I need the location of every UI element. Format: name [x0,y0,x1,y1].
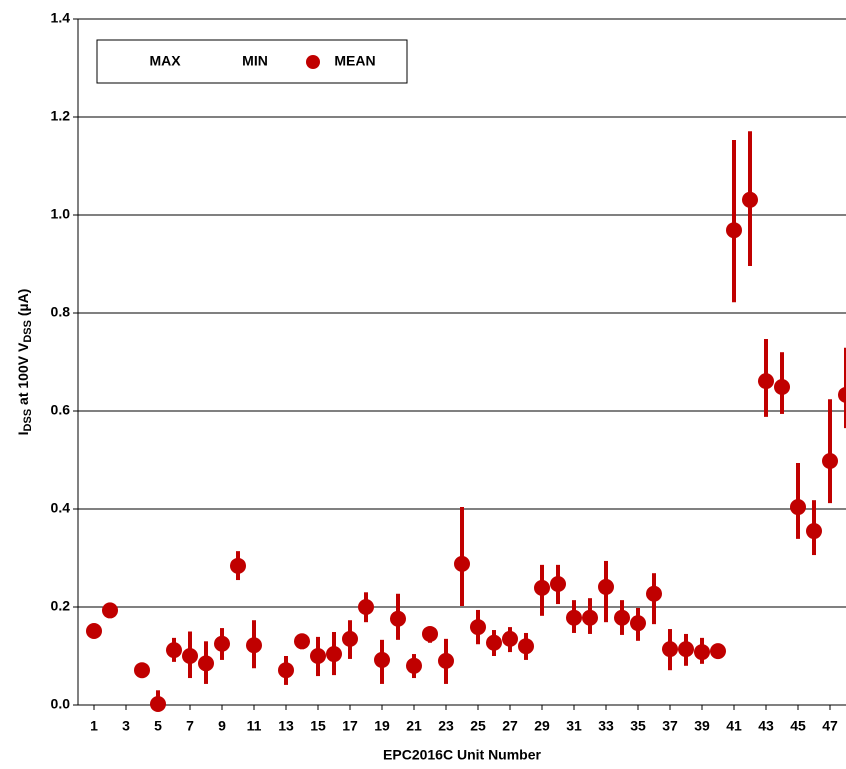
x-tick-label: 19 [374,718,390,734]
mean-point [230,557,246,574]
y-axis-title: IDSS at 100V VDSS (µA) [15,289,34,436]
mean-point [278,662,294,679]
mean-point [406,657,422,674]
mean-point [630,615,646,632]
x-tick-label: 3 [122,718,130,734]
x-tick-label: 1 [90,718,98,734]
x-tick-label: 21 [406,718,422,734]
x-tick-label: 35 [630,718,646,734]
mean-point [198,655,214,672]
y-tick-label: 0.8 [51,304,71,320]
x-tick-label: 43 [758,718,774,734]
mean-point [566,609,582,626]
mean-point [166,642,182,659]
mean-point [102,602,118,619]
mean-point [310,648,326,664]
mean-point [294,633,310,650]
mean-point [662,641,678,658]
mean-point [422,625,438,642]
x-tick-label: 27 [502,718,518,734]
mean-point [486,634,502,651]
mean-point [454,555,470,572]
mean-point [726,222,742,239]
x-tick-label: 17 [342,718,358,734]
mean-point [358,599,374,615]
y-axis-title-part: (µA) [15,289,31,320]
x-tick-label: 39 [694,718,710,734]
y-axis-title-part: I [15,431,31,435]
x-tick-label: 37 [662,718,678,734]
mean-point [342,630,358,647]
mean-point [790,499,806,516]
x-tick-label: 29 [534,718,550,734]
mean-point [758,373,774,390]
x-tick-label: 5 [154,718,162,734]
legend-label: MAX [149,53,181,69]
x-tick-label: 33 [598,718,614,734]
y-axis-title-part: DSS [22,320,34,343]
mean-point [534,579,550,596]
mean-point [374,651,390,668]
y-tick-label: 0.6 [51,402,71,418]
x-tick-label: 31 [566,718,582,734]
mean-point [822,452,838,469]
mean-point [678,641,694,658]
x-tick-label: 23 [438,718,454,734]
mean-point [390,610,406,627]
mean-point [86,623,102,640]
x-tick-label: 9 [218,718,226,734]
mean-point [806,523,822,540]
mean-point [694,644,710,661]
mean-point [646,585,662,602]
mean-point [838,386,846,403]
y-tick-label: 1.0 [51,206,71,222]
mean-point [326,646,342,663]
y-tick-label: 0.0 [51,696,71,712]
mean-point [550,575,566,592]
mean-point [470,619,486,636]
y-axis-title-part: DSS [22,409,34,432]
y-axis-title-group: IDSS at 100V VDSS (µA) [15,289,34,436]
mean-point [502,630,518,647]
mean-point [134,662,150,679]
legend-label: MEAN [334,53,375,69]
x-tick-label: 7 [186,718,194,734]
mean-point [582,609,598,626]
mean-point [614,609,630,626]
mean-point [742,191,758,208]
legend-label: MIN [242,53,268,69]
y-tick-label: 0.4 [51,500,71,516]
x-tick-label: 11 [247,718,262,734]
x-tick-label: 47 [822,718,838,734]
y-tick-label: 1.2 [51,108,71,124]
legend-marker [306,55,320,69]
x-tick-label: 45 [790,718,806,734]
mean-point [438,652,454,669]
y-tick-label: 1.4 [51,10,71,26]
x-tick-label: 25 [470,718,486,734]
mean-point [214,635,230,652]
x-tick-label: 15 [310,718,326,734]
mean-point [246,637,262,654]
y-tick-label: 0.2 [51,598,71,614]
mean-point [182,648,198,664]
mean-point [710,643,726,660]
mean-point [774,378,790,395]
y-axis-title-part: at 100V V [15,342,31,409]
mean-point [150,696,166,713]
mean-point [598,578,614,595]
x-tick-label: 41 [726,718,742,734]
x-tick-label: 13 [278,718,294,734]
legend-box [96,39,408,84]
mean-point [518,638,534,655]
x-axis-title: EPC2016C Unit Number [383,747,541,763]
